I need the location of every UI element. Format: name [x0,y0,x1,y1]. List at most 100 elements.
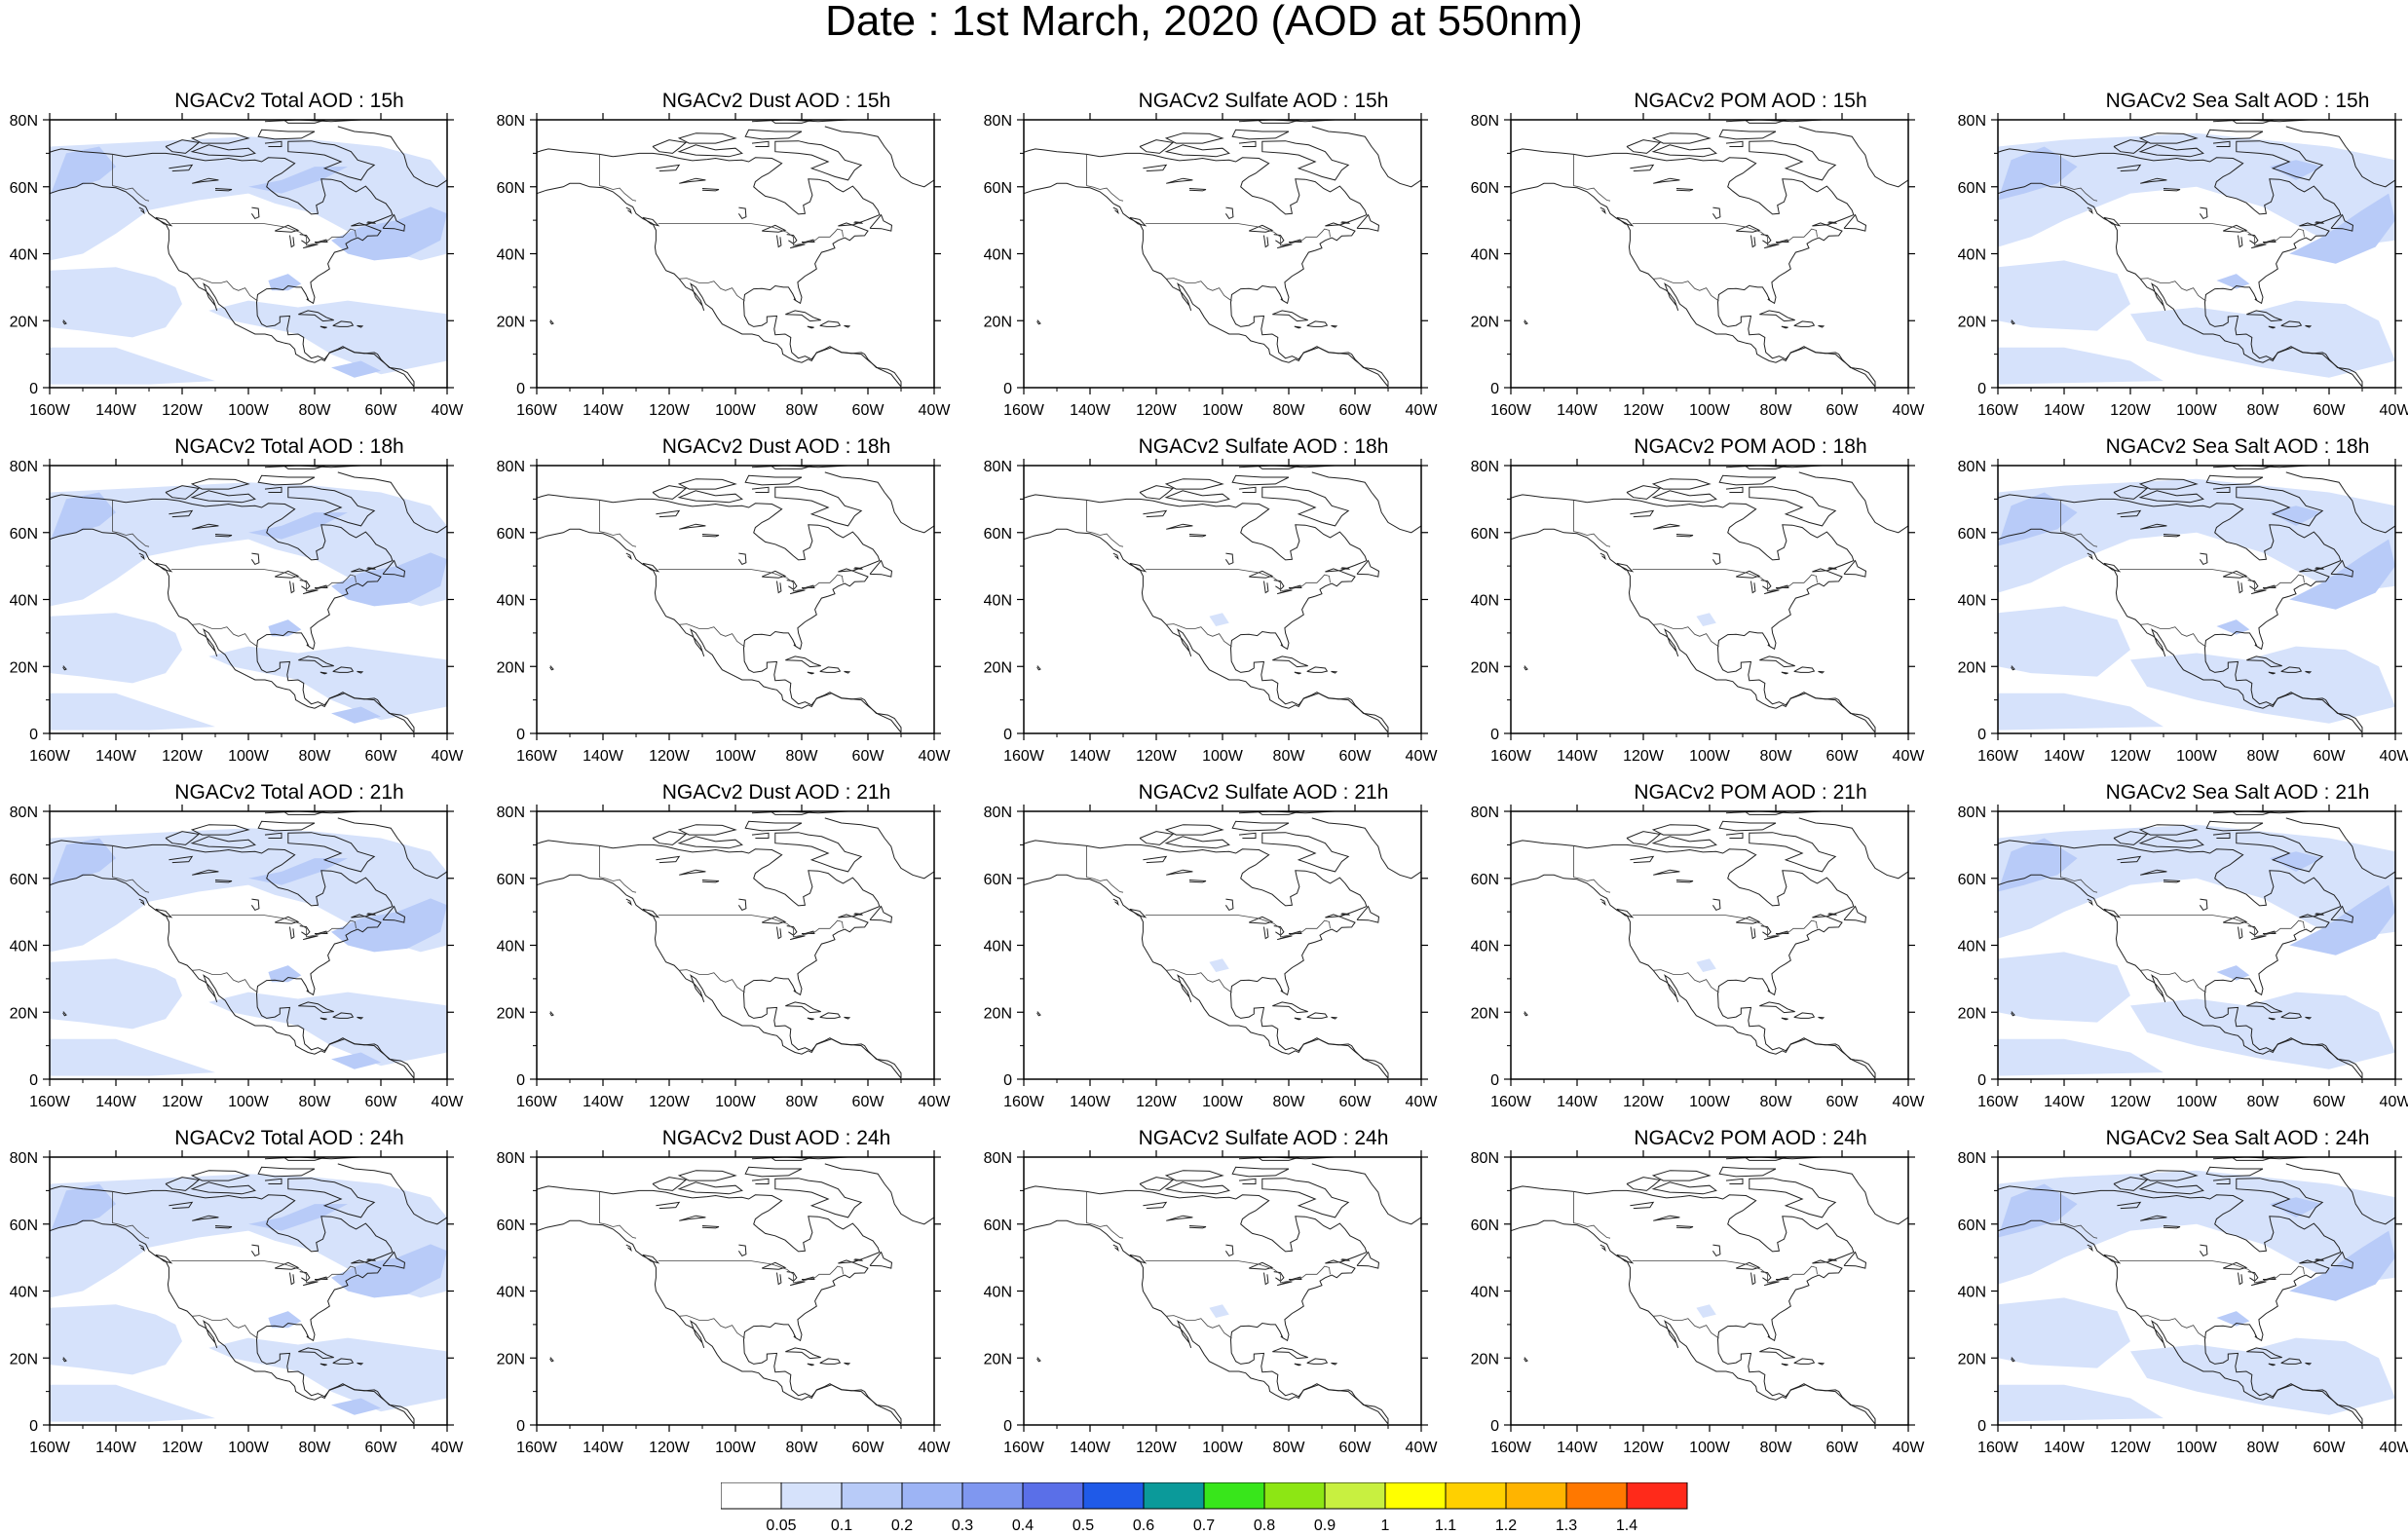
island [138,1244,145,1253]
y-tick-label: 0 [516,381,525,397]
country-border [2119,915,2305,938]
lake [192,523,219,530]
x-tick-label: 100W [2176,1440,2218,1456]
island [677,836,743,849]
x-tick-label: 80W [1273,1094,1306,1110]
y-tick-label: 40N [1958,1285,1986,1301]
y-tick-label: 40N [1471,1285,1499,1301]
island [1164,824,1224,836]
island [1781,1363,1788,1367]
island [819,1358,842,1365]
island [2305,324,2313,328]
aod-region [1998,1384,2163,1422]
island [1231,820,1290,832]
y-tick-label: 80N [984,805,1012,821]
aod-region [2269,160,2323,180]
aod-region [50,958,182,1030]
y-tick-label: 40N [1958,247,1986,264]
island [744,1166,803,1178]
map-plot: 160W 140W 120W 100W 80W 60W 40W 0 20N 40N 60N 80N [497,805,951,1110]
island [320,1363,327,1367]
coastlines [1024,1157,1421,1425]
island [853,567,864,570]
country-border [2140,278,2206,302]
island [298,656,334,668]
map-plot: 160W 140W 120W 100W 80W 60W 40W 0 20N 40N 60N 80N [10,459,464,765]
x-tick-label: 140W [95,748,137,765]
y-tick-label: 20N [984,659,1012,676]
island [2103,1254,2122,1264]
colorbar-swatch [1445,1481,1507,1510]
y-tick-label: 60N [1958,872,1986,888]
coastline [50,1185,415,1425]
y-tick-label: 80N [1471,1150,1499,1167]
island [287,140,376,181]
lake [737,552,747,566]
island [793,297,797,302]
island [264,832,282,839]
country-border [2119,569,2305,592]
island [1626,1177,1662,1191]
y-tick-label: 0 [1977,727,1986,743]
lake [2250,1281,2267,1287]
lake [214,188,233,192]
island [1112,206,1119,215]
island [1524,1357,1528,1363]
lake [289,581,295,594]
island [1651,144,1717,158]
island [751,832,770,839]
island [1280,1334,1284,1339]
lake [250,898,260,912]
x-tick-label: 140W [2044,402,2086,419]
x-tick-label: 40W [2380,748,2408,765]
y-tick-label: 40N [497,593,525,610]
island [1306,1358,1329,1365]
island [869,559,893,578]
x-tick-label: 40W [1893,1094,1926,1110]
coastlines [1511,120,1908,388]
x-tick-label: 140W [1070,1094,1111,1110]
map-panel: NGACv2 Total AOD : 21h 160W 140W 120W 100W 80… [10,692,534,1110]
y-tick-label: 60N [984,1218,1012,1234]
island [819,1012,842,1019]
island [2254,643,2258,648]
panel-title: NGACv2 POM AOD : 15h [1634,90,1867,112]
aod-region [50,1038,215,1076]
island [1818,1362,1825,1366]
lake [1653,1215,1680,1221]
aod-shading [1998,824,2395,1076]
coastlines [1511,1157,1908,1425]
coastline [1798,817,1908,880]
x-tick-label: 140W [95,1094,137,1110]
lake [1763,244,1780,249]
island [1340,1258,1351,1261]
island [785,1001,821,1014]
lake [2163,188,2181,192]
colorbar-label: 1.3 [1556,1517,1577,1531]
island [1524,665,1528,671]
country-border [1653,969,1719,993]
panel-title: NGACv2 Total AOD : 24h [174,1127,404,1149]
island [357,324,364,328]
y-tick-label: 0 [29,1418,38,1435]
island [282,466,328,469]
island [1626,485,1662,500]
island [652,831,688,845]
lake [2199,206,2208,220]
x-tick-label: 60W [365,1440,398,1456]
lake [1630,1201,1655,1210]
island [1261,486,1350,527]
country-border [2060,500,2098,547]
x-tick-label: 60W [1339,1440,1373,1456]
coastline [1024,148,1389,388]
island [382,1251,406,1269]
y-tick-label: 0 [1003,727,1012,743]
x-tick-label: 120W [1136,402,1178,419]
island [770,120,815,124]
colorbar-label: 0.3 [952,1517,973,1531]
island [1257,120,1302,124]
lake [2250,244,2267,249]
x-tick-label: 80W [299,402,332,419]
island [625,552,632,561]
x-tick-label: 140W [583,402,624,419]
